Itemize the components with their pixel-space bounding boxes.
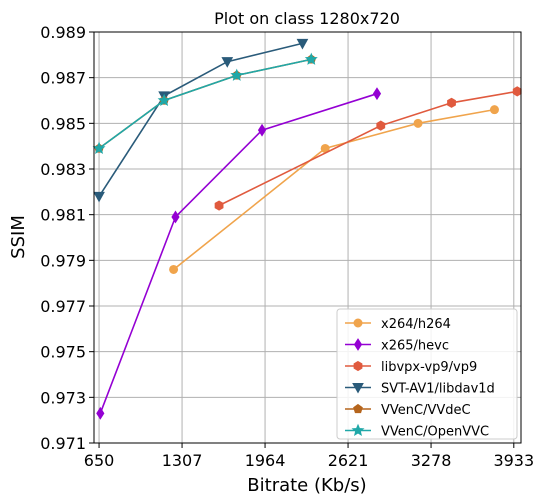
data-point	[447, 97, 456, 108]
x-tick-label: 650	[84, 451, 115, 470]
data-point	[169, 264, 179, 274]
legend-item: VVenC/VVdeC	[345, 403, 471, 418]
series-libvpx-vp9-vp9	[214, 86, 522, 211]
y-tick-label: 0.973	[40, 388, 86, 407]
series-vvenc-vvdec	[94, 54, 317, 153]
legend-label: x264/h264	[381, 317, 451, 332]
series-line	[98, 42, 303, 197]
legend-item: VVenC/OpenVVC	[345, 423, 489, 440]
series-line	[173, 108, 495, 271]
legend-item: x265/hevc	[345, 338, 449, 354]
legend-item: SVT-AV1/libdav1d	[345, 382, 495, 397]
data-point	[214, 200, 224, 211]
x-axis: 650 1307 1964 2621 3278 3933	[84, 443, 534, 470]
legend-label: libvpx-vp9/vp9	[381, 360, 477, 375]
data-point	[296, 38, 309, 50]
data-point	[353, 338, 363, 351]
series-layer	[92, 38, 522, 420]
y-tick-label: 0.987	[40, 69, 86, 88]
data-point	[257, 123, 267, 137]
y-tick-label: 0.983	[40, 160, 86, 179]
x-tick-label: 3278	[411, 451, 452, 470]
legend-label: SVT-AV1/libdav1d	[381, 382, 495, 397]
x-tick-label: 1307	[162, 451, 203, 470]
x-tick-label: 3933	[493, 451, 534, 470]
data-point	[372, 87, 382, 101]
y-tick-label: 0.981	[40, 206, 86, 225]
x-tick-label: 2621	[328, 451, 369, 470]
y-tick-label: 0.979	[40, 251, 86, 270]
chart-title: Plot on class 1280x720	[214, 9, 400, 28]
data-point	[304, 52, 318, 65]
legend-label: VVenC/VVdeC	[381, 403, 471, 418]
data-point	[352, 383, 364, 394]
x-tick-label: 1964	[245, 451, 286, 470]
data-point	[157, 93, 171, 107]
plot-frame	[93, 31, 522, 444]
legend-item: libvpx-vp9/vp9	[345, 360, 477, 375]
data-point	[353, 403, 363, 414]
y-tick-label: 0.989	[40, 23, 86, 42]
y-tick-label: 0.971	[40, 434, 86, 453]
y-tick-label: 0.985	[40, 114, 86, 133]
legend-label: x265/hevc	[381, 339, 449, 354]
legend: x264/h264 x265/hevc libvpx-vp9/vp9 SVT-AV1/…	[336, 308, 518, 440]
y-tick-label: 0.975	[40, 343, 86, 362]
y-axis-label: SSIM	[8, 215, 29, 259]
grid	[94, 31, 521, 444]
data-point	[171, 210, 180, 224]
legend-label: VVenC/OpenVVC	[381, 425, 489, 440]
data-point	[376, 120, 386, 131]
data-point	[351, 423, 365, 437]
data-point	[353, 360, 363, 372]
legend-item: x264/h264	[345, 317, 451, 332]
series-line	[98, 58, 312, 150]
data-point	[489, 105, 499, 115]
series-line	[218, 90, 518, 207]
data-point	[413, 118, 423, 128]
data-point	[221, 57, 234, 68]
series-x265-hevc	[96, 87, 382, 420]
y-axis: 0.971 0.973 0.975 0.977 0.979 0.981 0.983 0.985…	[40, 23, 94, 453]
x-axis-label: Bitrate (Kb/s)	[247, 475, 366, 496]
data-point	[353, 318, 363, 328]
data-point	[512, 86, 522, 97]
series-vvenc-openvvc	[92, 52, 318, 154]
series-line	[99, 92, 378, 414]
y-tick-label: 0.977	[40, 297, 86, 316]
legend-box	[336, 308, 518, 440]
series-x264-h264	[169, 105, 499, 274]
data-point	[230, 68, 244, 81]
data-point	[96, 406, 105, 420]
data-point	[92, 141, 106, 154]
data-point	[93, 191, 105, 203]
